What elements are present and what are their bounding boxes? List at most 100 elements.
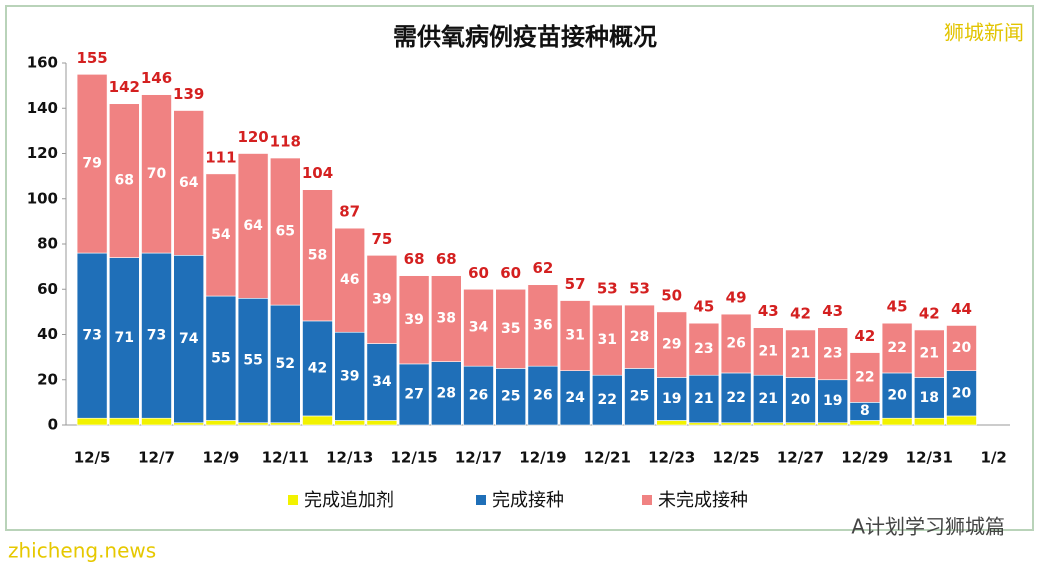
total-label: 146 (141, 69, 172, 87)
y-tick-label: 140 (27, 99, 58, 117)
segment-label: 55 (243, 353, 262, 369)
x-tick-label: 12/21 (584, 449, 631, 467)
segment-label: 26 (469, 388, 488, 404)
segment-label: 21 (759, 343, 778, 359)
bar-segment (946, 325, 977, 372)
y-tick-label: 0 (48, 416, 58, 434)
segment-label: 26 (533, 388, 552, 404)
bar-segment (817, 422, 849, 426)
watermark: 狮城新闻 (944, 21, 1024, 45)
bar-segment (463, 365, 494, 426)
bar-segment (141, 94, 172, 254)
segment-label: 39 (372, 291, 391, 307)
total-label: 42 (854, 327, 875, 345)
bar-segment (688, 422, 720, 426)
segment-label: 74 (179, 331, 199, 347)
segment-label: 34 (469, 320, 489, 336)
x-tick-label: 12/29 (841, 449, 888, 467)
segment-label: 23 (694, 341, 713, 357)
segment-label: 64 (243, 218, 263, 234)
x-tick-label: 12/5 (74, 449, 111, 467)
y-tick-label: 160 (27, 54, 58, 72)
bar-segment (334, 227, 366, 333)
x-tick-label: 12/7 (138, 449, 175, 467)
bar-segment (269, 157, 301, 306)
segment-label: 73 (82, 328, 101, 344)
bar-segment (205, 420, 237, 426)
bar-segment (849, 420, 881, 426)
segment-label: 42 (308, 360, 327, 376)
x-tick-label: 12/11 (262, 449, 309, 467)
y-tick-label: 40 (37, 325, 58, 343)
segment-label: 31 (565, 328, 584, 344)
total-label: 155 (76, 49, 107, 67)
bar-segment (334, 420, 366, 426)
bar-segment (656, 420, 688, 426)
bar-segment (205, 295, 237, 421)
x-tick-label: 12/23 (648, 449, 695, 467)
total-label: 111 (205, 148, 236, 166)
bar-segment (430, 361, 462, 426)
segment-label: 26 (726, 336, 745, 352)
x-tick-label: 12/17 (455, 449, 502, 467)
segment-label: 39 (404, 312, 423, 328)
total-label: 50 (661, 286, 682, 304)
total-label: 120 (237, 128, 268, 146)
x-tick-label: 12/9 (203, 449, 240, 467)
bar-segment (785, 329, 816, 378)
total-label: 42 (919, 304, 940, 322)
bar-segment (656, 311, 688, 378)
total-label: 45 (693, 298, 714, 316)
segment-label: 21 (759, 391, 778, 407)
segment-label: 34 (372, 374, 392, 390)
total-label: 139 (173, 85, 204, 103)
bar-segment (752, 327, 784, 376)
segment-label: 46 (340, 272, 359, 288)
total-label: 45 (887, 298, 908, 316)
bar-segment (946, 370, 977, 417)
legend-label: 完成接种 (492, 490, 564, 511)
bar-segment (173, 255, 204, 424)
segment-label: 22 (726, 390, 745, 406)
bar-segment (752, 422, 784, 426)
total-label: 60 (468, 264, 489, 282)
segment-label: 64 (179, 175, 199, 191)
bar-segment (495, 288, 527, 369)
x-tick-label: 12/31 (906, 449, 953, 467)
segment-label: 25 (501, 389, 520, 405)
x-tick-label: 12/19 (519, 449, 566, 467)
segment-label: 24 (565, 390, 585, 406)
bar-segment (591, 304, 623, 376)
y-tick-label: 100 (27, 189, 58, 207)
bar-segment (559, 370, 591, 426)
segment-label: 20 (791, 392, 811, 408)
total-label: 42 (790, 304, 811, 322)
bar-segment (463, 288, 494, 367)
bar-segment (398, 363, 430, 426)
bar-segment (173, 422, 204, 426)
footer-right: A计划学习狮城篇 (851, 515, 1005, 539)
total-label: 57 (565, 275, 586, 293)
bar-segment (720, 422, 752, 426)
bar-segment (237, 422, 269, 426)
bar-segment (398, 275, 430, 365)
segment-label: 31 (598, 332, 617, 348)
total-label: 53 (597, 280, 618, 298)
total-label: 53 (629, 280, 650, 298)
footer-left: zhicheng.news (8, 539, 156, 563)
x-tick-label: 12/25 (712, 449, 759, 467)
total-label: 75 (371, 230, 392, 248)
bar-segment (624, 304, 655, 369)
segment-label: 35 (501, 321, 520, 337)
segment-label: 65 (276, 224, 295, 240)
total-label: 44 (951, 300, 972, 318)
bar-segment (688, 322, 720, 376)
bar-segment (785, 422, 816, 426)
chart-frame (5, 5, 1034, 531)
total-label: 104 (302, 164, 333, 182)
total-label: 87 (339, 203, 360, 221)
segment-label: 25 (630, 389, 649, 405)
segment-label: 38 (437, 311, 456, 327)
bar-segment (881, 372, 913, 419)
